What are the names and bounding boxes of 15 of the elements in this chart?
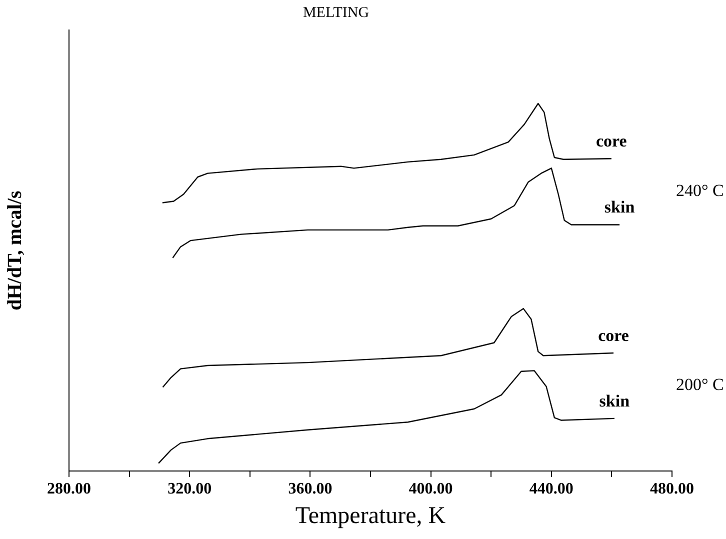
x-axis-title: Temperature, K <box>295 502 446 529</box>
series-label: skin <box>599 391 630 410</box>
series-label: core <box>598 326 630 345</box>
text: 240° C <box>676 181 724 200</box>
x-tick-label: 360.00 <box>288 480 332 498</box>
x-tick-label: 280.00 <box>47 480 91 498</box>
x-tick-label: 480.00 <box>650 480 694 498</box>
text: 200° C <box>676 375 724 394</box>
series-label: core <box>596 132 628 151</box>
y-axis-title: dH/dT, mcal/s <box>4 190 26 310</box>
x-tick-label: 400.00 <box>408 480 453 498</box>
chart-title: MELTING <box>302 4 370 21</box>
x-tick-label: 440.00 <box>529 480 574 498</box>
x-tick-label: 320.00 <box>168 480 212 498</box>
series-label: skin <box>604 198 636 217</box>
